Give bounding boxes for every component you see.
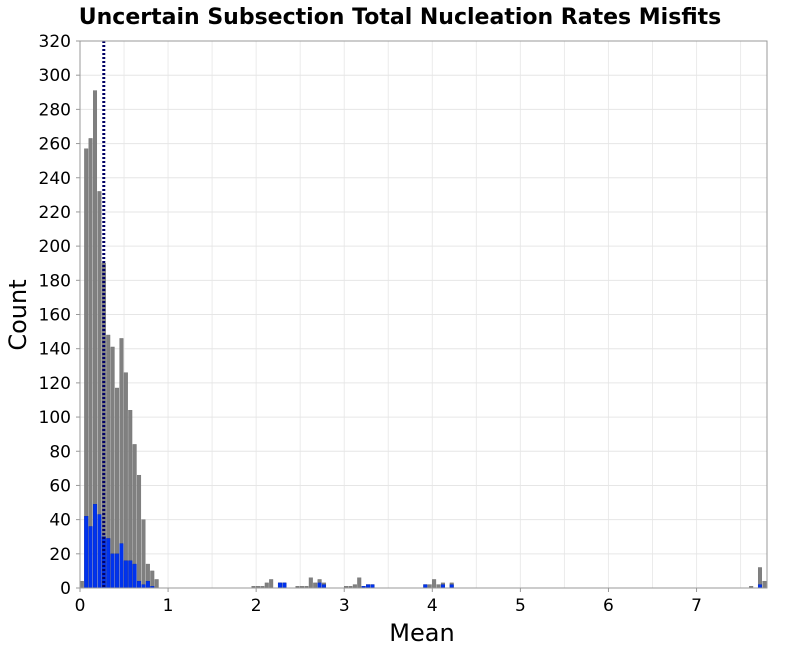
bar-total bbox=[762, 580, 767, 589]
y-tick-label: 20 bbox=[49, 545, 71, 565]
bar-total bbox=[352, 584, 357, 589]
x-tick-label: 3 bbox=[339, 596, 350, 616]
bar-highlight bbox=[322, 584, 327, 589]
y-tick-label: 120 bbox=[39, 374, 71, 394]
bar-total bbox=[154, 579, 159, 589]
bar-highlight bbox=[93, 504, 98, 589]
x-tick-label: 2 bbox=[251, 596, 262, 616]
bar-highlight bbox=[128, 560, 133, 589]
bar-total bbox=[264, 582, 269, 589]
bar-total bbox=[436, 584, 441, 589]
y-tick-label: 60 bbox=[49, 476, 71, 496]
y-tick-label: 240 bbox=[39, 169, 71, 189]
x-tick-label: 5 bbox=[515, 596, 526, 616]
bar-highlight bbox=[106, 538, 111, 589]
y-tick-label: 180 bbox=[39, 271, 71, 291]
x-tick-label: 0 bbox=[75, 596, 86, 616]
bar-highlight bbox=[137, 580, 142, 589]
y-tick-label: 160 bbox=[39, 306, 71, 326]
bar-total bbox=[427, 584, 432, 589]
x-tick-label: 7 bbox=[691, 596, 702, 616]
y-tick-label: 220 bbox=[39, 203, 71, 223]
x-axis-label: Mean bbox=[389, 619, 454, 647]
y-axis-ticks: 0 20 40 60 80 100 120 140 160 180 200 220 240 260 280 3… bbox=[39, 32, 80, 599]
bar-highlight bbox=[282, 582, 287, 589]
y-tick-label: 80 bbox=[49, 442, 71, 462]
bar-total bbox=[79, 580, 84, 589]
y-tick-label: 300 bbox=[39, 66, 71, 86]
x-axis-ticks: 0 1 2 3 4 5 6 7 bbox=[75, 588, 702, 616]
bar-highlight bbox=[110, 553, 115, 589]
bar-highlight bbox=[141, 584, 146, 589]
bar-highlight bbox=[88, 526, 93, 589]
bar-highlight bbox=[123, 560, 128, 589]
bar-highlight bbox=[132, 563, 137, 589]
bar-highlight bbox=[119, 543, 124, 589]
bar-total bbox=[141, 519, 146, 589]
bar-total bbox=[110, 346, 115, 589]
bar-total bbox=[88, 138, 93, 589]
chart-title: Uncertain Subsection Total Nucleation Ra… bbox=[79, 5, 721, 30]
y-tick-label: 260 bbox=[39, 135, 71, 155]
bar-highlight bbox=[440, 584, 445, 589]
bar-total bbox=[269, 579, 274, 589]
bar-total bbox=[313, 582, 318, 589]
bar-total bbox=[123, 372, 128, 589]
y-tick-label: 280 bbox=[39, 100, 71, 120]
y-tick-label: 0 bbox=[60, 579, 71, 599]
bar-highlight bbox=[449, 584, 454, 589]
x-tick-label: 1 bbox=[163, 596, 174, 616]
bar-highlight bbox=[145, 580, 150, 589]
y-tick-label: 40 bbox=[49, 511, 71, 531]
bar-highlight bbox=[423, 584, 428, 589]
bar-total bbox=[137, 474, 142, 589]
bar-highlight bbox=[84, 516, 89, 589]
bar-total bbox=[432, 579, 437, 589]
bar-highlight bbox=[97, 514, 102, 589]
bar-highlight bbox=[317, 582, 322, 589]
bars bbox=[79, 90, 767, 589]
y-axis-label: Count bbox=[4, 279, 32, 350]
y-tick-label: 200 bbox=[39, 237, 71, 257]
bar-highlight bbox=[366, 584, 371, 589]
y-tick-label: 140 bbox=[39, 340, 71, 360]
bar-highlight bbox=[757, 584, 762, 589]
x-tick-label: 6 bbox=[603, 596, 614, 616]
bar-total bbox=[308, 577, 313, 589]
y-tick-label: 320 bbox=[39, 32, 71, 52]
grid bbox=[80, 41, 767, 588]
bar-highlight bbox=[115, 553, 120, 589]
x-tick-label: 4 bbox=[427, 596, 438, 616]
bar-highlight bbox=[277, 582, 282, 589]
bar-total bbox=[357, 577, 362, 589]
y-tick-label: 100 bbox=[39, 408, 71, 428]
bar-total bbox=[150, 570, 155, 589]
bar-highlight bbox=[370, 584, 375, 589]
